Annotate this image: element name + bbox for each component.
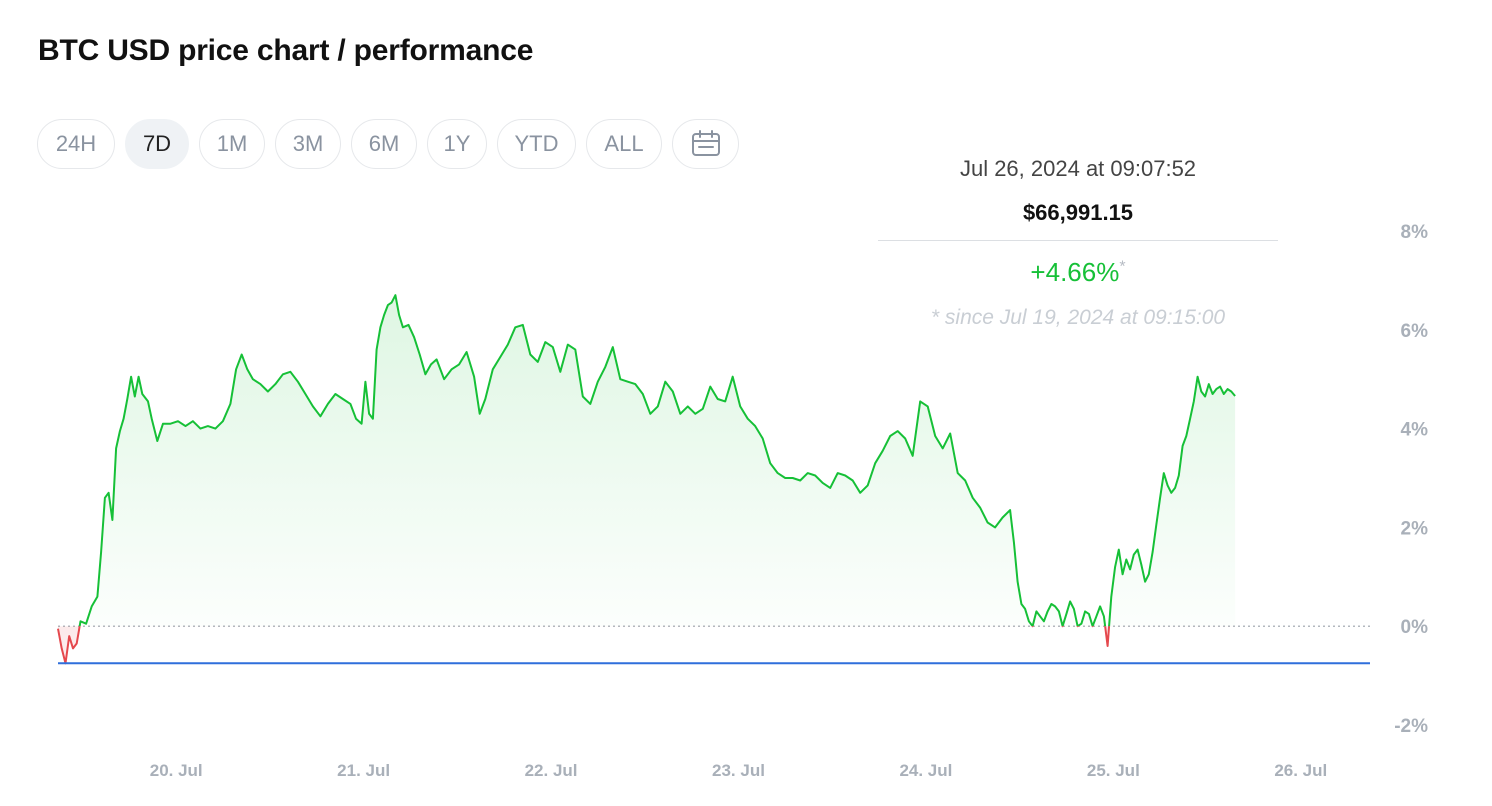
range-button-6m[interactable]: 6M bbox=[351, 119, 417, 169]
x-tick-label: 22. Jul bbox=[525, 761, 578, 780]
price-line-up bbox=[78, 294, 1236, 627]
page-title: BTC USD price chart / performance bbox=[38, 34, 534, 67]
x-tick-label: 24. Jul bbox=[899, 761, 952, 780]
y-axis: 8% 6% 4% 2% 0% -2% bbox=[1394, 222, 1428, 737]
tooltip-divider bbox=[878, 240, 1278, 241]
calendar-icon bbox=[691, 130, 720, 156]
x-tick-label: 23. Jul bbox=[712, 761, 765, 780]
price-line-down bbox=[57, 626, 1111, 665]
x-tick-label: 26. Jul bbox=[1274, 761, 1327, 780]
price-area-up bbox=[58, 295, 1236, 627]
y-tick-label: 2% bbox=[1401, 518, 1429, 539]
y-tick-label: -2% bbox=[1394, 716, 1428, 737]
price-tooltip: Jul 26, 2024 at 09:07:52 $66,991.15 +4.6… bbox=[878, 150, 1278, 330]
range-button-24h[interactable]: 24H bbox=[37, 119, 115, 169]
tooltip-date: Jul 26, 2024 at 09:07:52 bbox=[959, 156, 1197, 181]
tooltip-change: +4.66%* bbox=[878, 257, 1278, 288]
range-button-1y[interactable]: 1Y bbox=[427, 119, 487, 169]
x-axis: 20. Jul 21. Jul 22. Jul 23. Jul 24. Jul 25. J… bbox=[150, 761, 1327, 780]
range-button-3m[interactable]: 3M bbox=[275, 119, 341, 169]
calendar-button[interactable] bbox=[672, 119, 739, 169]
x-tick-label: 20. Jul bbox=[150, 761, 203, 780]
range-button-all[interactable]: ALL bbox=[586, 119, 662, 169]
range-button-7d[interactable]: 7D bbox=[125, 119, 189, 169]
time-range-selector: 24H 7D 1M 3M 6M 1Y YTD ALL bbox=[37, 119, 739, 169]
range-button-1m[interactable]: 1M bbox=[199, 119, 265, 169]
y-tick-label: 4% bbox=[1401, 420, 1429, 441]
x-tick-label: 21. Jul bbox=[337, 761, 390, 780]
tooltip-change-marker: * bbox=[1119, 258, 1126, 276]
tooltip-price: $66,991.15 bbox=[1022, 200, 1134, 225]
tooltip-since: * since Jul 19, 2024 at 09:15:00 bbox=[930, 306, 1226, 329]
tooltip-change-value: +4.66% bbox=[1030, 257, 1120, 287]
range-button-ytd[interactable]: YTD bbox=[497, 119, 576, 169]
y-tick-label: 6% bbox=[1401, 321, 1429, 342]
y-tick-label: 0% bbox=[1401, 617, 1429, 638]
y-tick-label: 8% bbox=[1401, 222, 1429, 243]
x-tick-label: 25. Jul bbox=[1087, 761, 1140, 780]
